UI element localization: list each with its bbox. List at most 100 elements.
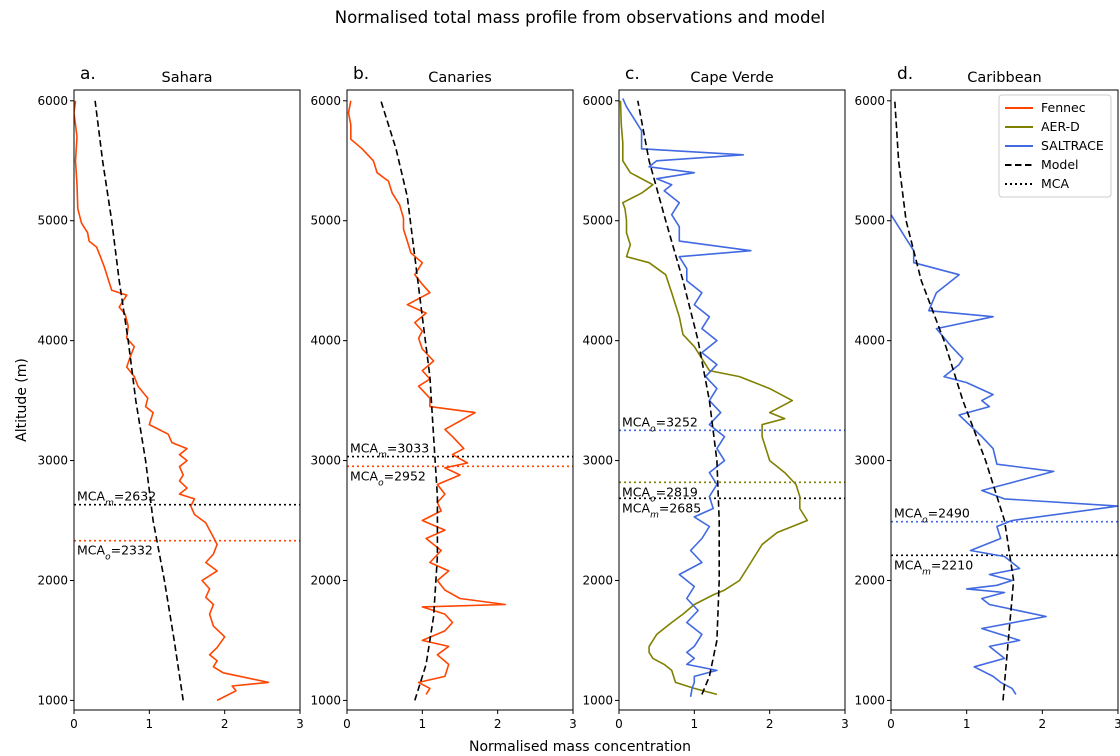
y-tick: 1000: [854, 693, 891, 707]
x-tick-label: 3: [296, 717, 304, 731]
series-line-model: [637, 100, 720, 695]
panel-letter: b.: [353, 64, 369, 84]
x-tick-label: 1: [691, 717, 699, 731]
y-tick-label: 2000: [854, 573, 885, 587]
legend-label: Model: [1041, 157, 1079, 172]
series-line-model: [894, 100, 1015, 701]
mca-label: MCAo=2819: [622, 484, 698, 504]
x-tick-label: 3: [569, 717, 577, 731]
y-tick-label: 1000: [854, 693, 885, 707]
x-tick-label: 0: [615, 717, 623, 731]
series-line-saltrace: [622, 98, 752, 697]
legend: Fennec AER-D SALTRACE Model MCA: [998, 94, 1112, 198]
y-tick: 2000: [310, 573, 347, 587]
y-tick: 5000: [310, 214, 347, 228]
y-tick: 1000: [37, 693, 74, 707]
legend-entry: AER-D: [1005, 119, 1080, 134]
x-tick-label: 2: [1039, 717, 1047, 731]
y-tick: 3000: [37, 454, 74, 468]
y-tick-label: 6000: [37, 94, 68, 108]
x-tick-label: 1: [963, 717, 971, 731]
mca-label: MCAm=2685: [622, 500, 701, 520]
series-line-fennec: [347, 100, 506, 695]
x-axis-label: Normalised mass concentration: [469, 739, 691, 755]
mca-label: MCAm=3033: [350, 441, 429, 461]
x-tick: 3: [1114, 710, 1120, 731]
legend-label: MCA: [1041, 176, 1070, 191]
y-tick-label: 5000: [310, 214, 341, 228]
y-tick-label: 1000: [310, 693, 341, 707]
y-tick: 5000: [37, 214, 74, 228]
x-tick: 2: [1039, 710, 1047, 731]
y-tick: 2000: [582, 573, 619, 587]
x-tick-label: 3: [1114, 717, 1120, 731]
y-tick-label: 3000: [37, 454, 68, 468]
x-tick: 0: [887, 710, 895, 731]
x-tick: 1: [419, 710, 427, 731]
x-tick: 0: [615, 710, 623, 731]
y-tick-label: 4000: [854, 334, 885, 348]
legend-box: [998, 94, 1112, 198]
panel-frame: [73, 89, 301, 711]
y-tick: 2000: [854, 573, 891, 587]
legend-label: SALTRACE: [1041, 138, 1104, 153]
y-axis-label: Altitude (m): [14, 358, 30, 442]
y-tick-label: 5000: [582, 214, 613, 228]
panel-letter: c.: [625, 64, 640, 84]
y-tick: 1000: [582, 693, 619, 707]
y-tick-label: 6000: [582, 94, 613, 108]
x-tick: 0: [343, 710, 351, 731]
legend-entry: Model: [1005, 157, 1079, 172]
legend-entry: SALTRACE: [1005, 138, 1104, 153]
x-tick-label: 1: [146, 717, 154, 731]
legend-label: AER-D: [1041, 119, 1080, 134]
y-tick-label: 2000: [310, 573, 341, 587]
panel-frame: [618, 89, 846, 711]
y-tick: 6000: [854, 94, 891, 108]
series-line-aer-d: [619, 100, 809, 696]
panel-frame: [346, 89, 574, 711]
y-tick: 6000: [310, 94, 347, 108]
x-tick-label: 2: [766, 717, 774, 731]
x-tick-label: 1: [419, 717, 427, 731]
y-tick: 6000: [582, 94, 619, 108]
x-tick-label: 0: [70, 717, 78, 731]
mca-label: MCAo=3252: [622, 414, 698, 434]
y-tick-label: 3000: [310, 454, 341, 468]
series-line-model: [94, 100, 184, 701]
y-tick: 4000: [854, 334, 891, 348]
y-tick: 4000: [310, 334, 347, 348]
panel-0: Sahara a. 0 1 2 3 1000 2000 3000 4000 5000 6000 MCAm…: [37, 64, 303, 731]
y-tick-label: 4000: [310, 334, 341, 348]
x-tick: 1: [146, 710, 154, 731]
mca-lines: [74, 503, 300, 542]
series-group: [347, 100, 506, 701]
y-tick-label: 6000: [310, 94, 341, 108]
y-tick: 4000: [37, 334, 74, 348]
y-tick: 6000: [37, 94, 74, 108]
x-tick: 3: [296, 710, 304, 731]
y-tick: 5000: [582, 214, 619, 228]
y-tick: 5000: [854, 214, 891, 228]
y-tick: 3000: [310, 454, 347, 468]
mca-lines: [619, 429, 845, 500]
mca-label: MCAm=2210: [894, 557, 973, 577]
panel-title: Caribbean: [967, 70, 1041, 86]
y-tick-label: 6000: [854, 94, 885, 108]
y-tick-label: 2000: [582, 573, 613, 587]
panel-1: Canaries b. 0 1 2 3 1000 2000 3000 4000 5000 6000 MC…: [310, 64, 576, 731]
x-tick-label: 3: [841, 717, 849, 731]
legend-label: Fennec: [1041, 100, 1086, 115]
figure-title: Normalised total mass profile from obser…: [335, 8, 825, 27]
panel-title: Sahara: [161, 70, 212, 86]
y-tick-label: 3000: [854, 454, 885, 468]
x-tick-label: 0: [887, 717, 895, 731]
mca-label: MCAo=2952: [350, 468, 426, 488]
series-group: [74, 100, 270, 702]
x-tick: 2: [494, 710, 502, 731]
series-line-fennec: [74, 100, 270, 702]
x-tick-label: 2: [494, 717, 502, 731]
mca-label: MCAo=2332: [77, 543, 153, 563]
